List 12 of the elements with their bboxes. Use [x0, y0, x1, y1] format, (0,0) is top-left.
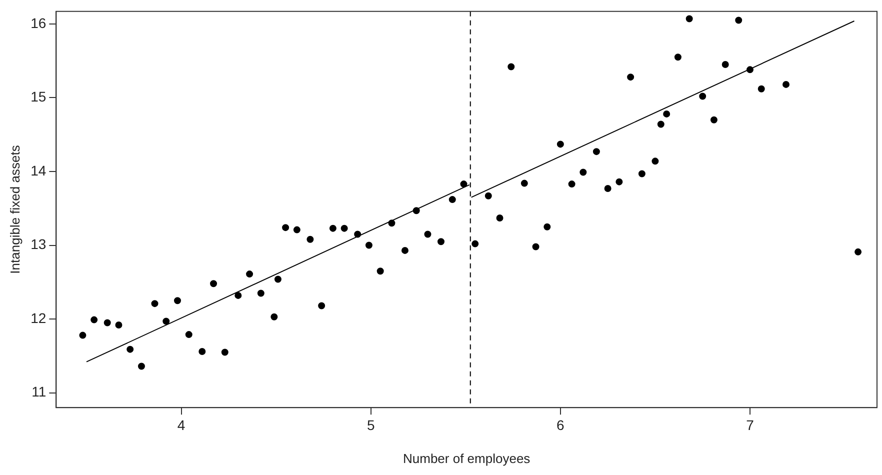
y-tick-label: 15: [30, 88, 46, 105]
x-tick-label: 5: [366, 416, 375, 433]
x-tick-label: 7: [746, 416, 754, 433]
y-axis-title: Intangible fixed assets: [7, 144, 22, 274]
y-tick-label: 13: [30, 236, 46, 252]
y-tick-label: 14: [30, 162, 46, 178]
x-tick-label: 4: [177, 416, 186, 433]
x-axis-title: Number of employees: [403, 450, 531, 466]
y-tick-label: 16: [30, 14, 46, 31]
y-tick-label: 11: [32, 384, 46, 400]
y-tick-label: 12: [30, 310, 46, 326]
x-tick-label: 6: [556, 416, 565, 433]
